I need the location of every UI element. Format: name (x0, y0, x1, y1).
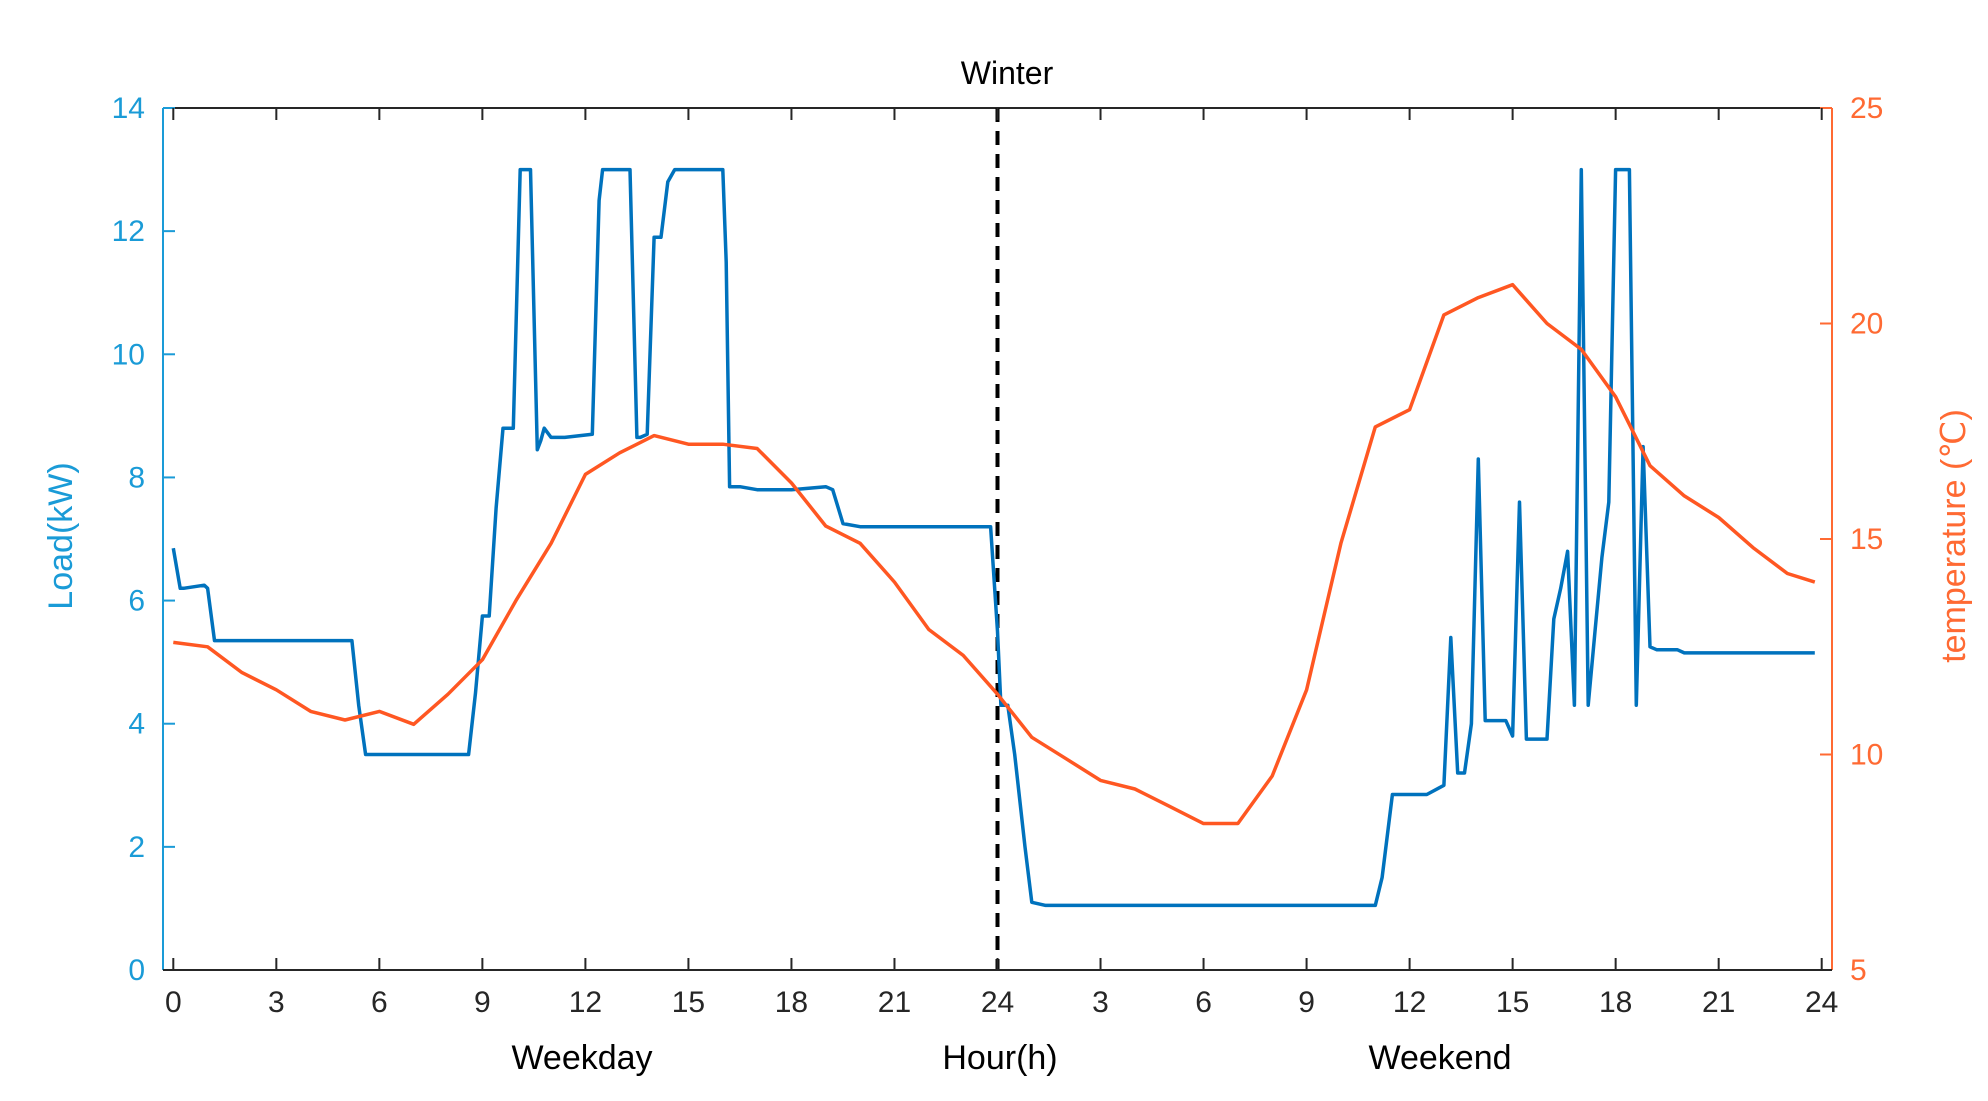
right-tick-label: 10 (1850, 739, 1883, 772)
x-tick-label: 18 (775, 986, 808, 1019)
left-tick-label: 4 (128, 708, 145, 741)
x-tick-label: 12 (1393, 986, 1426, 1019)
right-axis-label: temperature (℃) (1935, 409, 1973, 663)
x-tick-label: 9 (474, 986, 491, 1019)
x-tick-label: 15 (672, 986, 705, 1019)
series-layer (171, 167, 1816, 908)
chart-title: Winter (961, 55, 1054, 91)
right-tick-label: 25 (1850, 92, 1883, 125)
x-tick-label: 9 (1298, 986, 1315, 1019)
right-tick-label: 5 (1850, 954, 1867, 987)
x-tick-label: 0 (165, 986, 182, 1019)
x-tick-label: 21 (1702, 986, 1735, 1019)
right-tick-label: 15 (1850, 523, 1883, 556)
x-tick-label: 6 (1195, 986, 1212, 1019)
x-tick-label: 21 (878, 986, 911, 1019)
load-series-line (171, 167, 1815, 908)
left-tick-label: 2 (128, 831, 145, 864)
right-tick-label: 20 (1850, 308, 1883, 341)
temperature-series-line (173, 282, 1816, 826)
weekday-group-label: Weekday (511, 1039, 652, 1077)
left-tick-label: 8 (128, 461, 145, 494)
right-y-axis: 5 10 15 20 25 (1820, 92, 1883, 987)
left-tick-label: 10 (112, 338, 145, 371)
x-tick-label: 3 (268, 986, 285, 1019)
x-tick-label: 12 (569, 986, 602, 1019)
x-tick-label: 3 (1092, 986, 1109, 1019)
x-axis-label: Hour(h) (942, 1039, 1057, 1077)
left-tick-label: 12 (112, 215, 145, 248)
x-tick-label: 6 (371, 986, 388, 1019)
left-tick-label: 0 (128, 954, 145, 987)
x-tick-label: 18 (1599, 986, 1632, 1019)
left-y-axis: 0 2 4 6 8 10 12 14 (112, 92, 175, 987)
left-tick-label: 6 (128, 585, 145, 618)
x-tick-label: 24 (1805, 986, 1838, 1019)
x-axis: 0 3 6 9 12 15 18 21 24 3 6 9 12 15 18 21 24 (163, 108, 1838, 1019)
left-axis-label: Load(kW) (42, 462, 80, 609)
x-tick-label: 15 (1496, 986, 1529, 1019)
left-tick-label: 14 (112, 92, 145, 125)
weekend-group-label: Weekend (1368, 1039, 1511, 1077)
x-tick-label: 24 (981, 986, 1014, 1019)
